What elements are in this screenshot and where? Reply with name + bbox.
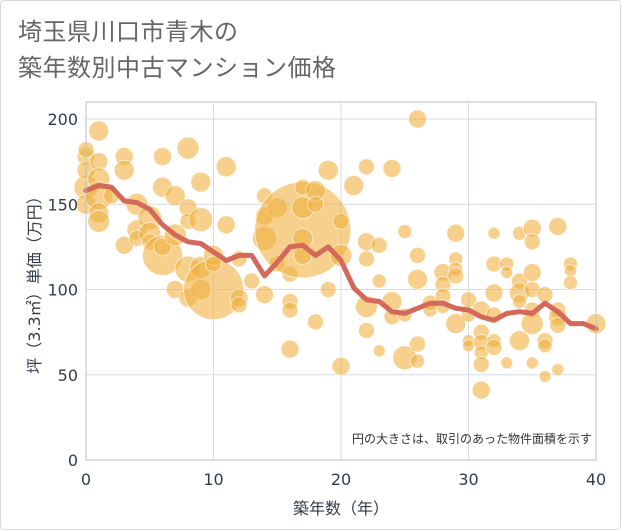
bubble-point [523, 233, 541, 251]
bubble-point [509, 330, 530, 352]
bubble-point [537, 338, 553, 354]
bubble-point [188, 207, 214, 233]
bubble-point [164, 185, 186, 207]
y-axis-ticks: 0 50 100 150 200 [47, 110, 78, 470]
bubble-point [153, 147, 172, 167]
bubble-point [512, 293, 527, 309]
bubble-point [522, 262, 542, 282]
chart-title: 埼玉県川口市青木の 築年数別中古マンション価格 [18, 14, 578, 86]
bubble-point [472, 356, 490, 374]
y-tick-label: 150 [47, 195, 78, 214]
average-price-line [83, 183, 599, 332]
plot-border [85, 101, 597, 461]
bubble-point [446, 223, 466, 243]
y-tick-label: 0 [68, 451, 78, 470]
bubble-point [319, 281, 337, 299]
bubble-point [230, 296, 248, 314]
y-tick-label: 200 [47, 110, 78, 129]
bubble-point [409, 335, 426, 353]
x-tick-label: 0 [81, 470, 91, 489]
bubble-point [536, 286, 554, 304]
bubble-point [485, 338, 503, 356]
bubble-point [113, 159, 135, 181]
title-line-2: 築年数別中古マンション価格 [18, 54, 337, 82]
bubble-point [370, 236, 388, 254]
x-tick-label: 30 [458, 470, 478, 489]
bubble-point [280, 339, 300, 359]
bubble-point [176, 136, 200, 160]
bubble-point [358, 250, 375, 268]
bubble-point [520, 312, 544, 336]
bubble-point [549, 316, 567, 334]
x-axis-label: 築年数（年） [293, 499, 389, 518]
bubble-point [87, 209, 111, 233]
bubble-point [551, 363, 565, 377]
bubble-point [215, 156, 237, 178]
y-tick-label: 50 [58, 366, 78, 385]
bubble-point [525, 356, 539, 370]
bubble-point [410, 353, 425, 369]
bubble-point [447, 267, 465, 285]
bubble-point [382, 158, 402, 178]
bubble-point [190, 171, 212, 193]
bubble-point [471, 380, 491, 400]
bubble-point [407, 268, 428, 290]
bubble-point [358, 158, 375, 176]
bubble-point [563, 275, 578, 291]
bubble-point [484, 283, 504, 303]
x-tick-label: 20 [331, 470, 351, 489]
bubble-point [408, 109, 427, 129]
bubble-point [371, 273, 387, 289]
bubble-point [307, 313, 324, 331]
bubble-point [331, 356, 351, 376]
y-tick-label: 100 [47, 281, 78, 300]
bubble-point [487, 226, 501, 240]
y-axis-label: 坪（3.3㎡）単価（万円） [25, 188, 44, 373]
bubble-point [500, 265, 514, 279]
bubble-point [205, 255, 222, 273]
bubble-point [332, 212, 350, 230]
bubble-point [564, 264, 577, 278]
bubble-point [409, 246, 426, 264]
bubble-point [243, 272, 261, 290]
bubble-point [216, 215, 236, 235]
x-tick-label: 40 [586, 470, 606, 489]
bubble-point [445, 313, 467, 335]
bubble-point [500, 356, 514, 370]
x-axis-ticks: 0 10 20 30 40 [81, 470, 606, 489]
bubble-point [462, 339, 475, 353]
x-tick-label: 10 [203, 470, 223, 489]
bubble-point [358, 321, 375, 339]
bubble-point [372, 344, 386, 358]
bubble-point [88, 120, 110, 142]
bubble-point [317, 159, 339, 181]
bubble-point [548, 216, 568, 236]
bubble-point [397, 224, 413, 240]
bubble-size-note: 円の大きさは、取引のあった物件面積を示す [352, 431, 592, 446]
bubble-point [343, 175, 365, 197]
title-line-1: 埼玉県川口市青木の [18, 18, 239, 46]
bubble-point [538, 369, 552, 383]
bubble-point [255, 285, 274, 305]
bubble-point [329, 243, 353, 267]
bubble-point [281, 301, 299, 319]
bubble-point [307, 195, 324, 213]
